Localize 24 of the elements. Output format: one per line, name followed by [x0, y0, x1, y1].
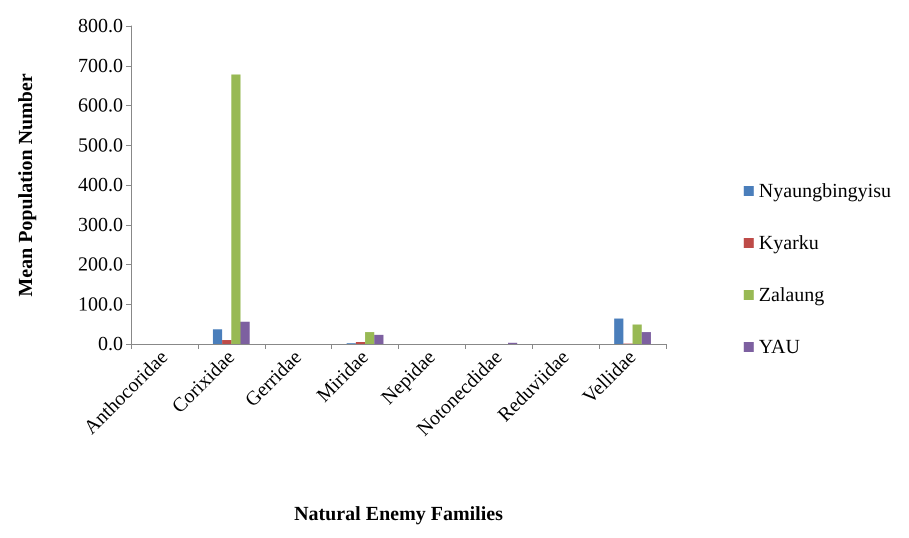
- bar: [231, 74, 241, 344]
- bar: [212, 329, 222, 344]
- y-tick-label: 500.0: [78, 134, 123, 156]
- y-tick-label: 0.0: [98, 333, 123, 355]
- y-tick-label: 100.0: [78, 293, 123, 316]
- y-tick-label: 600.0: [78, 94, 123, 116]
- y-tick-label: 300.0: [78, 214, 123, 236]
- y-tick-label: 700.0: [78, 54, 123, 77]
- y-tick-label: 400.0: [78, 174, 123, 196]
- legend-label: Nyaungbingyisu: [758, 180, 891, 202]
- bar: [222, 340, 232, 344]
- bar: [374, 334, 384, 344]
- bar: [614, 318, 624, 344]
- legend-label: Zalaung: [758, 284, 824, 306]
- x-axis-title: Natural Enemy Families: [294, 503, 504, 525]
- legend-label: Kyarku: [758, 232, 819, 254]
- y-tick-label: 800.0: [78, 15, 123, 37]
- bar: [240, 322, 250, 344]
- bar: [365, 332, 374, 344]
- y-tick-label: 200.0: [78, 254, 123, 276]
- legend-label: YAU: [758, 336, 800, 358]
- bar: [642, 332, 651, 344]
- bar: [632, 324, 642, 344]
- y-axis-title: Mean Population Number: [15, 73, 37, 297]
